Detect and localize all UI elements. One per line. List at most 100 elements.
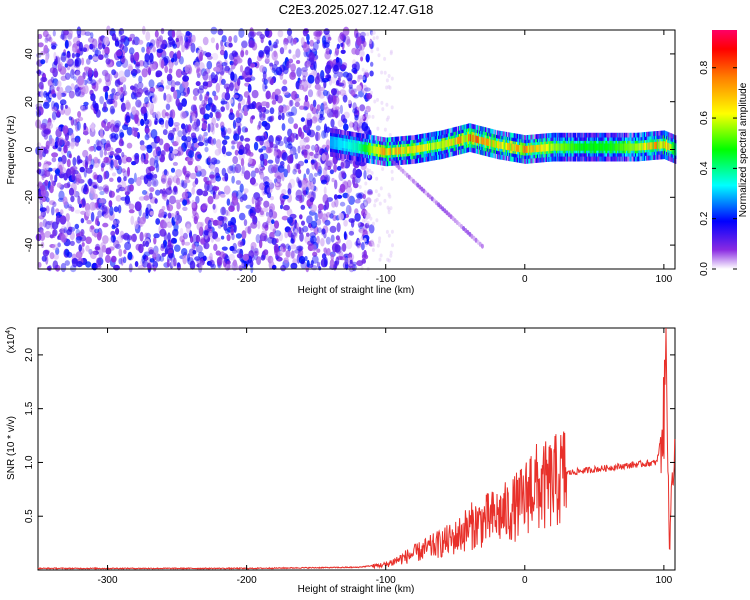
heatmap-cell [324,64,331,75]
heatmap-cell [659,141,661,149]
heatmap-cell [289,178,296,188]
heatmap-cell [130,92,136,100]
heatmap-cell [370,171,374,175]
heatmap-cell [106,146,114,152]
heatmap-cell [175,37,179,43]
heatmap-cell [209,138,214,145]
colorbar-tick-label: 0.2 [699,211,710,225]
heatmap-cell [307,74,315,84]
heatmap-cell [618,143,620,151]
heatmap-cell [149,157,156,167]
heatmap-cell [394,147,396,155]
heatmap-cell [349,121,353,129]
heatmap-cell [229,165,234,172]
heatmap-cell [330,210,336,215]
heatmap-cell [452,138,454,146]
heatmap-cell [333,72,338,79]
heatmap-cell [63,183,71,189]
heatmap-cell [85,209,91,217]
heatmap-cell [385,85,389,90]
heatmap-cell [273,50,278,58]
heatmap-cell [211,125,215,135]
heatmap-cell [264,58,270,64]
heatmap-cell [153,180,157,186]
heatmap-cell [59,99,67,106]
heatmap-cell [306,112,312,120]
heatmap-cell [363,190,367,195]
heatmap-cell [616,143,618,151]
heatmap-cell [82,197,86,207]
heatmap-cell [295,222,299,230]
heatmap-cell [40,204,44,213]
heatmap-cell [521,145,523,153]
heatmap-cell [573,143,575,151]
heatmap-cell [300,36,305,46]
heatmap-cell [369,145,371,153]
heatmap-cell [229,82,234,92]
heatmap-cell [284,230,289,239]
heatmap-cell [611,143,613,151]
heatmap-cell [348,218,356,223]
colorbar-bar [712,30,737,269]
heatmap-cell [59,228,66,234]
heatmap-cell [237,58,243,64]
heatmap-cell [667,142,669,150]
heatmap-cell [311,244,317,252]
heatmap-cell [357,239,361,244]
heatmap-cell [44,179,49,186]
heatmap-cell [276,175,282,184]
heatmap-cell [369,90,373,95]
heatmap-cell [289,132,295,143]
heatmap-cell [140,106,147,114]
heatmap-cell [82,159,89,168]
heatmap-cell [158,39,166,50]
heatmap-cell [172,161,178,166]
heatmap-cell [104,71,109,78]
heatmap-cell [66,140,71,149]
heatmap-cell [339,183,346,193]
heatmap-cell [151,178,159,187]
heatmap-cell [67,58,74,67]
heatmap-cell [629,143,631,151]
heatmap-cell [363,169,367,180]
heatmap-cell [81,57,85,66]
heatmap-cell [480,243,484,249]
heatmap-cell [163,217,171,224]
heatmap-cell [39,207,47,213]
heatmap-cell [286,164,291,174]
heatmap-cell [290,244,297,250]
heatmap-cell [507,142,509,151]
heatmap-cell [263,200,270,208]
heatmap-cell [313,31,317,37]
heatmap-cell [97,158,101,164]
heatmap-cell [323,186,327,195]
heatmap-cell [176,214,182,224]
heatmap-cell [207,228,213,238]
heatmap-cell [201,202,208,210]
colorbar-ticks: 0.00.20.40.60.8 [699,60,737,276]
heatmap-cell [173,90,178,100]
heatmap-cell [193,95,197,101]
heatmap-cell [262,222,269,229]
heatmap-cell [298,195,303,204]
heatmap-cell [312,41,319,51]
heatmap-cell [428,143,430,151]
heatmap-cell [46,220,53,226]
heatmap-cell [44,250,50,255]
heatmap-cell [278,105,284,113]
heatmap-cell [107,73,113,82]
heatmap-cell [120,102,127,113]
heatmap-cell [292,232,297,237]
heatmap-cell [596,143,598,151]
heatmap-cell [367,114,371,119]
heatmap-cell [415,145,417,153]
heatmap-cell [77,195,81,205]
heatmap-cell [75,177,81,185]
heatmap-cell [77,111,82,118]
heatmap-cell [192,249,197,255]
heatmap-cell [365,69,368,74]
heatmap-cell [96,231,102,241]
heatmap-cell [59,215,67,225]
heatmap-cell [149,42,154,49]
heatmap-cell [106,98,113,105]
